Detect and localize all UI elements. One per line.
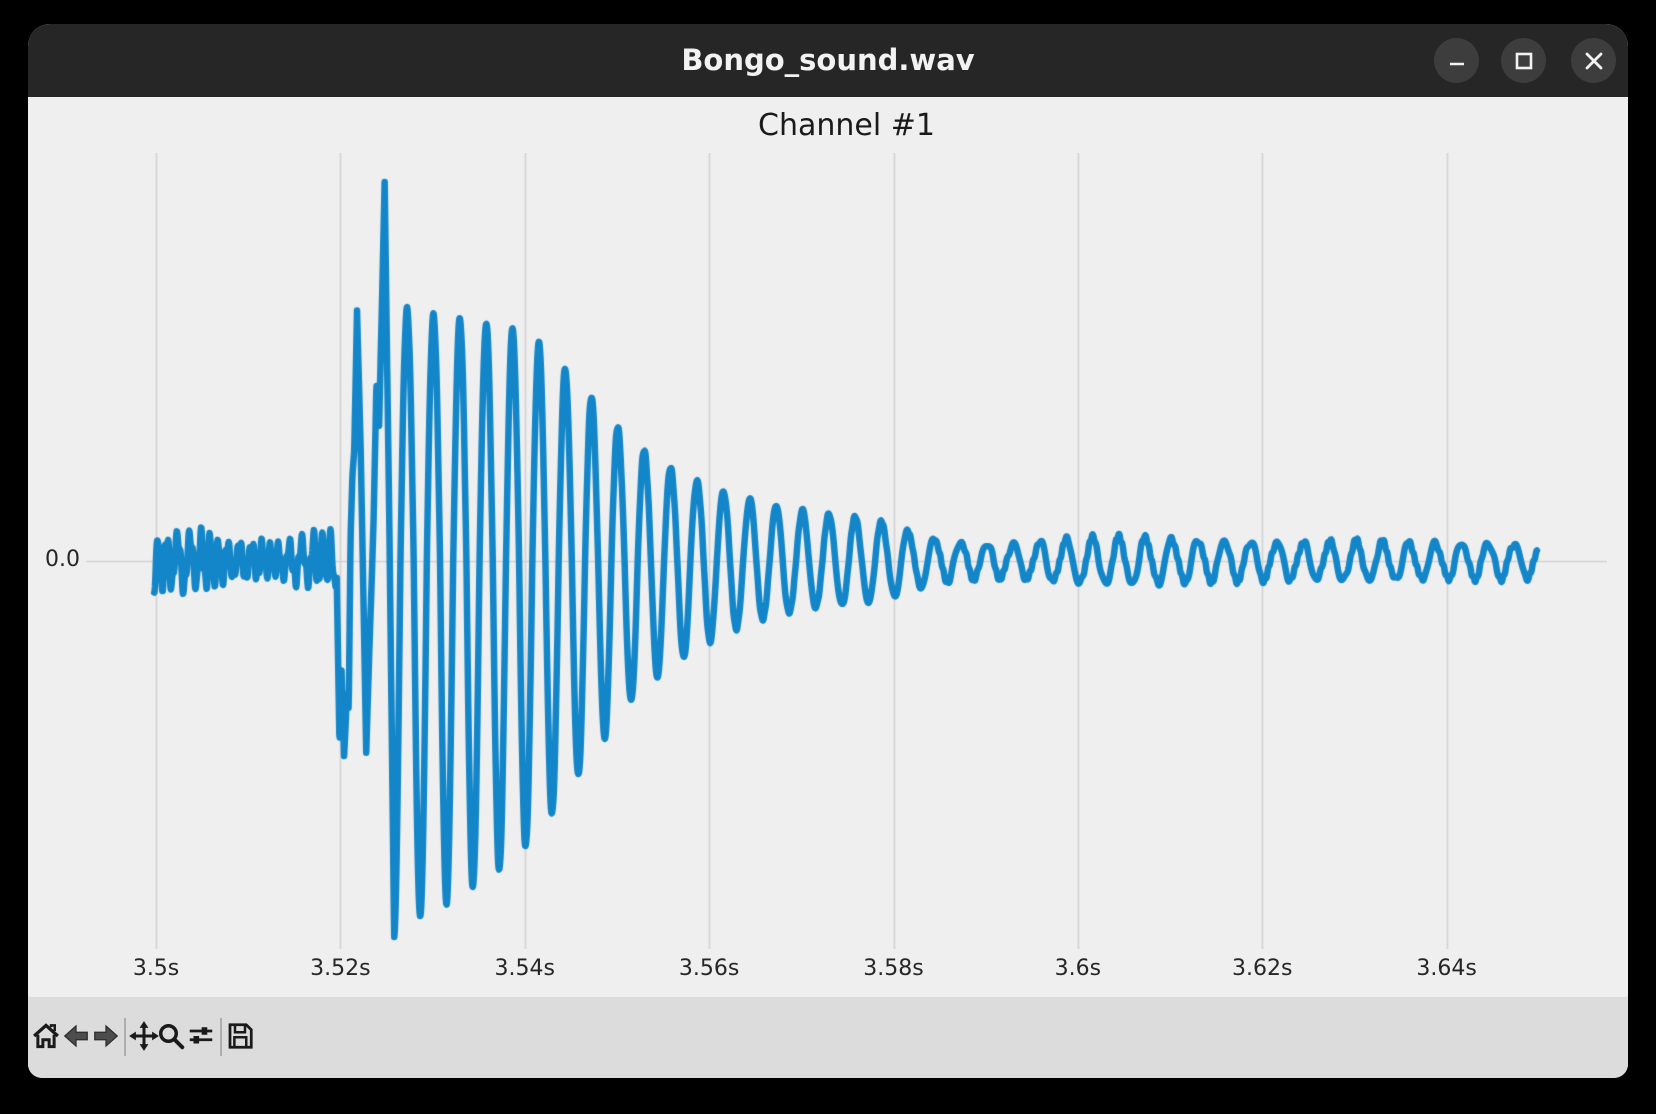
y-tick-label: 0.0 — [45, 546, 80, 572]
sliders-icon — [186, 1027, 216, 1054]
minimize-button[interactable] — [1434, 38, 1479, 83]
back-arrow-icon — [61, 1024, 91, 1054]
forward-button[interactable] — [90, 1020, 122, 1052]
close-icon — [1582, 49, 1606, 73]
minimize-icon — [1446, 50, 1468, 72]
close-button[interactable] — [1571, 38, 1616, 83]
x-tick-label: 3.56s — [678, 956, 740, 981]
forward-arrow-icon — [91, 1024, 121, 1054]
x-tick-label: 3.62s — [1232, 956, 1293, 981]
save-floppy-icon — [225, 1023, 255, 1054]
window-title: Bongo_sound.wav — [681, 43, 975, 77]
zoom-button[interactable] — [155, 1020, 187, 1052]
maximize-button[interactable] — [1501, 38, 1546, 83]
magnifier-icon — [156, 1024, 186, 1054]
x-tick-label: 3.5s — [132, 956, 180, 981]
toolbar-separator — [124, 1018, 126, 1056]
waveform-plot-canvas[interactable] — [86, 153, 1607, 949]
home-button[interactable] — [30, 1020, 62, 1052]
toolbar-separator — [220, 1018, 222, 1056]
titlebar[interactable]: Bongo_sound.wav — [28, 24, 1628, 97]
app-window: Bongo_sound.wav Channel #1 0.0 3.5s 3.52s… — [28, 24, 1628, 1078]
chart-title: Channel #1 — [758, 108, 935, 143]
x-tick-label: 3.58s — [863, 956, 924, 981]
save-button[interactable] — [224, 1020, 256, 1052]
x-tick-label: 3.6s — [1054, 956, 1102, 981]
maximize-icon — [1513, 50, 1535, 72]
pan-icon — [129, 1021, 159, 1054]
back-button[interactable] — [60, 1020, 92, 1052]
x-tick-label: 3.52s — [310, 956, 371, 981]
navigation-toolbar — [28, 997, 1628, 1078]
x-tick-label: 3.64s — [1416, 956, 1477, 981]
configure-subplots-button[interactable] — [185, 1020, 217, 1052]
figure-area: Channel #1 0.0 3.5s 3.52s 3.54s 3.56s 3.58s 3… — [28, 97, 1628, 997]
home-icon — [31, 1023, 61, 1054]
pan-button[interactable] — [128, 1020, 160, 1052]
x-tick-label: 3.54s — [494, 956, 556, 981]
